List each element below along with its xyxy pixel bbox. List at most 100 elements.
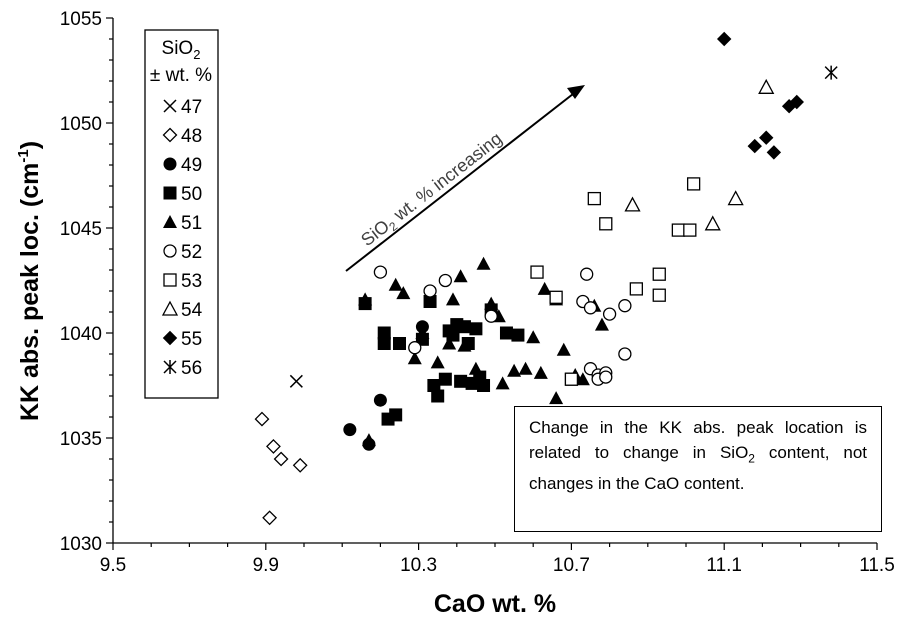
data-point-52: [408, 341, 422, 355]
data-point-51: [445, 292, 460, 306]
legend-label-47: 47: [181, 97, 202, 118]
data-point-50: [389, 408, 403, 422]
data-point-52: [618, 347, 632, 361]
data-point-51: [358, 292, 373, 306]
y-tick-label: 1030: [60, 534, 102, 555]
data-point-51: [442, 336, 457, 350]
data-point-51: [484, 296, 499, 310]
data-point-51: [495, 376, 510, 390]
data-point-54: [758, 78, 775, 94]
y-tick-label: 1035: [60, 429, 102, 450]
data-points: [254, 31, 838, 526]
data-point-52: [602, 307, 617, 321]
legend-marker-53: [163, 273, 177, 287]
x-tick-label: 10.7: [553, 555, 590, 576]
data-point-53: [671, 223, 686, 237]
data-point-53: [652, 267, 666, 281]
y-tick-label: 1045: [60, 219, 102, 240]
x-tick-label: 9.9: [253, 555, 279, 576]
data-point-51: [533, 365, 548, 379]
data-point-51: [388, 277, 403, 291]
data-point-48: [292, 457, 308, 473]
data-point-51: [518, 361, 533, 375]
data-point-49: [373, 393, 387, 407]
legend-label-51: 51: [181, 213, 202, 234]
legend-label-55: 55: [181, 329, 202, 350]
data-point-50: [377, 326, 391, 340]
annotation-text-part2: content, not changes in the CaO content.: [529, 443, 867, 494]
y-axis-title-main: KK abs. peak loc. (cm: [16, 163, 44, 421]
legend-marker-56: [163, 360, 177, 374]
data-point-51: [549, 391, 564, 405]
data-point-53: [686, 177, 701, 191]
data-point-56: [824, 65, 838, 80]
data-point-51: [415, 326, 430, 339]
axis-ticks: [106, 17, 878, 550]
y-tick-label: 1050: [60, 114, 102, 135]
data-point-48: [266, 438, 281, 454]
data-point-55: [789, 94, 804, 110]
trend-arrow-head: [567, 85, 585, 99]
data-point-50: [427, 379, 441, 392]
data-point-51: [468, 361, 483, 375]
data-point-50: [469, 322, 483, 336]
data-point-48: [262, 510, 278, 526]
legend-label-54: 54: [181, 300, 203, 321]
y-tick-label: 1055: [60, 9, 102, 30]
y-axis-title: KK abs. peak loc. (cm-1): [15, 141, 44, 421]
legend-label-48: 48: [181, 126, 202, 147]
data-point-52: [423, 284, 437, 298]
legend-label-56: 56: [181, 358, 202, 379]
legend-label-50: 50: [181, 184, 202, 205]
legend-marker-55: [162, 330, 178, 346]
data-point-55: [766, 145, 782, 160]
legend-marker-52: [163, 244, 177, 258]
legend-title-line2: ± wt. %: [150, 65, 212, 86]
data-point-55: [759, 130, 774, 145]
data-point-51: [526, 330, 541, 344]
legend-marker-51: [163, 215, 177, 228]
data-point-53: [599, 217, 613, 231]
data-point-51: [476, 256, 491, 270]
trend-arrow-line: [345, 93, 574, 272]
data-point-50: [457, 320, 471, 334]
data-point-55: [716, 31, 732, 47]
data-point-51: [361, 433, 376, 447]
legend-title-line1: SiO2: [162, 38, 201, 62]
data-point-52: [484, 309, 498, 323]
x-tick-label: 10.3: [400, 555, 437, 576]
data-point-50: [454, 374, 468, 388]
data-point-55: [747, 138, 762, 154]
annotation-box: Change in the KK abs. peak location is r…: [514, 406, 882, 532]
data-point-49: [343, 423, 357, 437]
legend-marker-47: [163, 99, 177, 113]
data-point-53: [652, 288, 666, 302]
data-point-50: [511, 328, 525, 342]
data-point-51: [396, 286, 411, 300]
legend-label-49: 49: [181, 155, 202, 176]
data-point-50: [393, 337, 406, 350]
trend-arrow: SiO2 wt. % increasing: [345, 85, 585, 272]
data-point-53: [530, 265, 544, 279]
data-point-51: [430, 355, 445, 369]
legend-items: 47 48 49 50 51 52 53 54 55 56: [161, 97, 203, 379]
data-point-50: [423, 295, 437, 308]
annotation-sio2-subscript: 2: [748, 451, 755, 466]
legend-label-52: 52: [181, 242, 202, 263]
data-point-50: [499, 326, 513, 340]
data-point-52: [583, 301, 598, 315]
data-point-54: [624, 196, 641, 212]
trend-arrow-label: SiO2 wt. % increasing: [357, 128, 507, 252]
data-point-53: [683, 223, 697, 237]
legend-marker-50: [163, 186, 177, 200]
legend-label-53: 53: [181, 271, 202, 292]
data-point-52: [618, 299, 632, 313]
legend-marker-54: [161, 300, 179, 316]
data-point-53: [549, 290, 563, 304]
data-point-51: [507, 363, 522, 377]
data-point-54: [704, 215, 721, 231]
data-point-53: [629, 282, 643, 296]
data-point-54: [727, 190, 744, 206]
x-tick-label: 11.5: [859, 555, 895, 576]
data-point-52: [599, 370, 613, 384]
